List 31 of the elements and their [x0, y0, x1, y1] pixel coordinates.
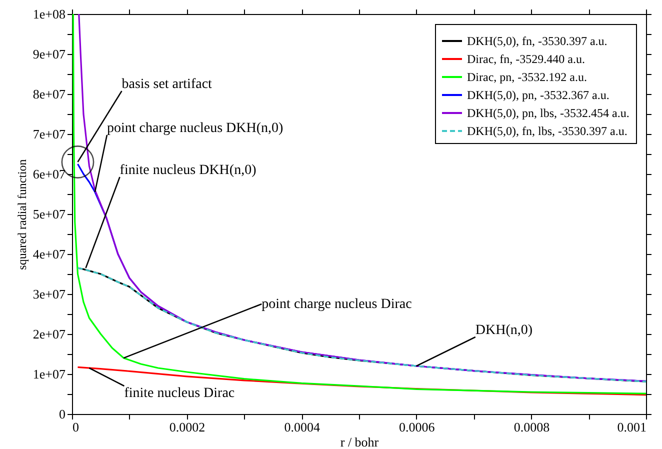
x-tick-label: 0.0008 [514, 420, 550, 434]
y-axis-title: squared radial function [14, 159, 29, 270]
annotation: DKH(n,0) [475, 323, 533, 338]
x-tick-label: 0 [72, 420, 79, 434]
x-tick-label: 0.0004 [284, 420, 320, 434]
annotation: finite nucleus Dirac [124, 386, 235, 401]
y-tick-label: 5e+07 [32, 206, 66, 222]
y-tick-label: 4e+07 [32, 246, 66, 262]
x-tick-label: 0.0006 [399, 420, 436, 434]
y-tick-label: 7e+07 [32, 126, 66, 142]
y-tick-label: 1e+08 [32, 6, 66, 22]
annotation: basis set artifact [122, 77, 212, 92]
y-tick-label: 3e+07 [32, 286, 66, 302]
x-tick-label: 0.0002 [169, 420, 206, 434]
y-tick-label: 0 [59, 406, 66, 422]
annotation: point charge nucleus Dirac [262, 297, 412, 312]
legend-label: Dirac, pn, -3532.192 a.u. [467, 70, 587, 84]
annotation: point charge nucleus DKH(n,0) [106, 121, 284, 136]
legend-label: DKH(5,0), pn, lbs, -3532.454 a.u. [467, 106, 630, 120]
y-tick-label: 9e+07 [32, 46, 66, 62]
legend-label: DKH(5,0), pn, -3532.367 a.u. [467, 88, 610, 102]
legend-label: DKH(5,0), fn, lbs, -3530.397 a.u. [467, 124, 628, 138]
legend-label: Dirac, fn, -3529.440 a.u. [467, 52, 585, 66]
y-tick-label: 8e+07 [32, 86, 66, 102]
x-axis-title: r / bohr [340, 434, 380, 449]
y-tick-label: 6e+07 [32, 166, 66, 182]
annotation: finite nucleus DKH(n,0) [120, 163, 257, 178]
y-tick-label: 2e+07 [32, 326, 66, 342]
legend-label: DKH(5,0), fn, -3530.397 a.u. [467, 34, 608, 48]
y-tick-label: 1e+07 [32, 366, 66, 382]
x-tick-label: 0.001 [617, 420, 646, 434]
